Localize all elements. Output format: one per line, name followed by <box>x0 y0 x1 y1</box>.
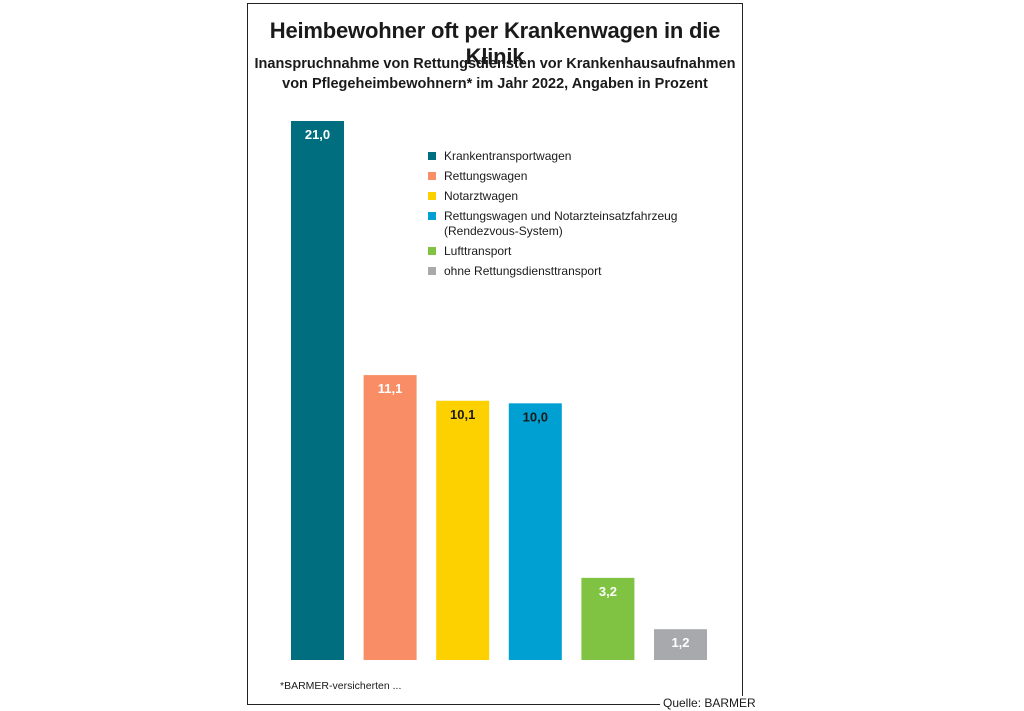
legend-item-3: Notarztwagen <box>428 189 728 204</box>
bar-value-label-4: 10,0 <box>523 409 548 424</box>
legend-swatch-2 <box>428 172 436 180</box>
legend-label-4: Rettungswagen und Notarzteinsatzfahrzeug <box>444 209 678 223</box>
footnote: *BARMER-versicherten ... <box>280 680 402 692</box>
bar-value-label-6: 1,2 <box>671 635 689 650</box>
bar-value-label-2: 11,1 <box>378 381 403 396</box>
bar-3 <box>436 400 490 660</box>
legend-swatch-4 <box>428 212 436 220</box>
bar-chart: 21,0 11,1 10,1 10,0 3,2 1,2 <box>291 121 707 660</box>
bar-2 <box>363 375 417 660</box>
bar-value-label-5: 3,2 <box>599 584 617 599</box>
legend-swatch-1 <box>428 152 436 160</box>
legend-item-1: Krankentransportwagen <box>428 149 728 164</box>
bar-5 <box>581 577 635 660</box>
legend-label-1: Krankentransportwagen <box>444 149 572 163</box>
legend-label-6: ohne Rettungsdiensttransport <box>444 264 602 278</box>
legend-swatch-6 <box>428 267 436 275</box>
chart-frame: Heimbewohner oft per Krankenwagen in die… <box>247 3 743 705</box>
bar-value-label-1: 21,0 <box>305 127 330 142</box>
legend-label-3: Notarztwagen <box>444 189 519 203</box>
legend-label-4-line2: (Rendezvous-System) <box>444 224 563 238</box>
legend-item-2: Rettungswagen <box>428 169 728 184</box>
chart-title: Heimbewohner oft per Krankenwagen in die… <box>269 18 721 69</box>
legend-swatch-3 <box>428 192 436 200</box>
legend-item-4: Rettungswagen und Notarzteinsatzfahrzeug… <box>428 209 728 239</box>
bar-4 <box>508 403 562 660</box>
bar-value-label-3: 10,1 <box>450 407 475 422</box>
legend-swatch-5 <box>428 247 436 255</box>
legend-label-2: Rettungswagen <box>444 169 528 183</box>
legend-label-5: Lufttransport <box>444 244 512 258</box>
legend-item-5: Lufttransport <box>428 244 728 259</box>
chart-legend: Krankentransportwagen Rettungswagen Notarz… <box>428 149 728 284</box>
bar-1 <box>291 121 344 660</box>
source-note: Quelle: BARMER <box>660 696 1024 710</box>
bar-6 <box>654 629 707 660</box>
chart-subtitle-line1: Inanspruchnahme von Rettungsdiensten vor… <box>254 56 736 72</box>
chart-subtitle: Inanspruchnahme von Rettungsdiensten vor… <box>248 54 742 94</box>
chart-subtitle-line2: von Pflegeheimbewohnern* im Jahr 2022, A… <box>282 76 708 92</box>
legend-item-6: ohne Rettungsdiensttransport <box>428 264 728 279</box>
